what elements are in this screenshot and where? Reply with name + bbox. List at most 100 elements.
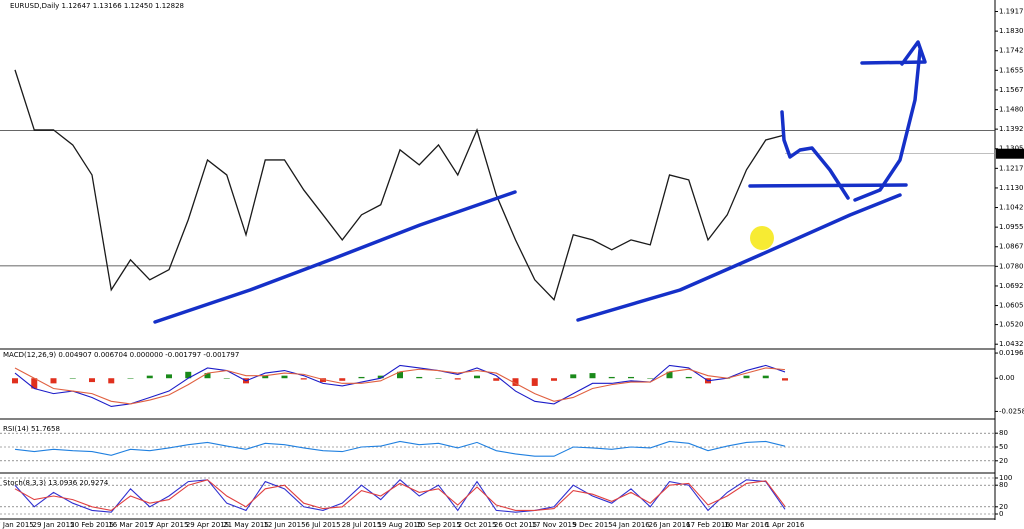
histogram-bar xyxy=(223,378,230,379)
x-tick-label: 20 Feb 2015 xyxy=(70,521,114,529)
y-tick-label: 0 xyxy=(999,510,1003,518)
y-tick-label: 1.10425 xyxy=(999,204,1024,212)
histogram-bar xyxy=(204,373,211,379)
x-tick-label: 7 Jan 2015 xyxy=(0,521,34,529)
histogram-bar xyxy=(435,378,442,379)
y-tick-label: 1.16550 xyxy=(999,66,1024,74)
histogram-bar xyxy=(166,374,172,379)
histogram-bar xyxy=(50,378,57,384)
last-price-label: 1.12828 xyxy=(998,150,1024,158)
y-tick-label: 1.12175 xyxy=(999,164,1024,172)
histogram-bar xyxy=(185,371,192,379)
trendline xyxy=(153,190,517,324)
histogram-bar xyxy=(474,375,480,379)
x-tick-label: 29 Apr 2015 xyxy=(186,521,229,529)
histogram-bar xyxy=(397,371,403,379)
histogram-bar xyxy=(647,378,654,379)
x-tick-label: 10 Sep 2015 xyxy=(416,521,460,529)
x-tick-label: 10 Mar 2016 xyxy=(724,521,769,529)
panel-title: Stoch(8,3,3) 13.0936 20.9274 xyxy=(3,479,109,487)
y-tick-label: 1.08675 xyxy=(999,243,1024,251)
x-tick-label: 19 Aug 2015 xyxy=(378,521,423,529)
histogram-bar xyxy=(127,378,134,379)
panel-title: MACD(12,26,9) 0.004907 0.006704 0.000000… xyxy=(3,351,239,359)
y-tick-label: 50 xyxy=(999,443,1008,451)
y-tick-label: 1.17425 xyxy=(999,47,1024,55)
trendline xyxy=(576,193,902,322)
last-price-box xyxy=(996,148,1024,159)
y-tick-label: 1.04325 xyxy=(999,340,1024,348)
y-tick-label: 1.09550 xyxy=(999,223,1024,231)
drawn-path xyxy=(853,48,922,202)
histogram-bar xyxy=(628,376,634,379)
histogram-bar xyxy=(69,378,76,379)
y-tick-label: 1.05200 xyxy=(999,321,1024,329)
y-tick-label: 1.06050 xyxy=(999,302,1024,310)
histogram-bar xyxy=(589,373,596,379)
histogram-bar xyxy=(454,378,461,380)
y-tick-label: 1.18300 xyxy=(999,27,1024,35)
y-tick-label: 80 xyxy=(999,481,1008,489)
series-line xyxy=(14,69,786,301)
histogram-bar xyxy=(685,376,692,379)
drawn-path xyxy=(860,40,927,66)
histogram-bar xyxy=(666,371,673,379)
histogram-bar xyxy=(146,375,153,379)
histogram-bar xyxy=(108,378,115,384)
histogram-bar xyxy=(493,378,500,381)
y-tick-label: 0.00 xyxy=(999,374,1015,382)
x-tick-label: 1 Apr 2016 xyxy=(766,521,805,529)
drawn-path xyxy=(780,110,850,200)
y-tick-label: -0.02587 xyxy=(999,407,1024,415)
y-tick-label: 1.14800 xyxy=(999,106,1024,114)
x-tick-label: 6 Jul 2015 xyxy=(305,521,340,529)
panel-title: EURUSD,Daily 1.12647 1.13166 1.12450 1.1… xyxy=(10,2,184,10)
series-line xyxy=(14,364,786,408)
level-line xyxy=(748,183,908,188)
y-tick-label: 80 xyxy=(999,429,1008,437)
y-tick-label: 100 xyxy=(999,474,1012,482)
x-tick-label: 17 Feb 2016 xyxy=(686,521,730,529)
x-tick-label: 26 Jan 2016 xyxy=(649,521,692,529)
series-line xyxy=(14,479,786,511)
hand-drawings xyxy=(153,40,927,324)
histogram-bar xyxy=(416,376,423,379)
histogram-bar xyxy=(377,375,384,379)
x-tick-label: 2 Oct 2015 xyxy=(458,521,497,529)
histogram-bar xyxy=(12,378,18,384)
x-tick-label: 29 Jan 2015 xyxy=(33,521,75,529)
x-tick-label: 17 Nov 2015 xyxy=(532,521,577,529)
histogram-bar xyxy=(551,378,557,381)
histogram-bar xyxy=(608,376,615,379)
x-tick-label: 28 Jul 2015 xyxy=(342,521,382,529)
histogram-bar xyxy=(89,378,95,383)
x-tick-label: 21 May 2015 xyxy=(223,521,269,529)
y-tick-label: 0.01961 xyxy=(999,349,1024,357)
y-tick-label: 1.11300 xyxy=(999,184,1024,192)
histogram-bar xyxy=(339,378,346,381)
histogram-bar xyxy=(531,378,538,386)
histogram-bar xyxy=(300,378,307,380)
y-tick-label: 20 xyxy=(999,457,1008,465)
x-tick-label: 9 Dec 2015 xyxy=(572,521,612,529)
y-tick-label: 1.13925 xyxy=(999,125,1024,133)
y-tick-label: 1.06925 xyxy=(999,282,1024,290)
panel-title: RSI(14) 51.7658 xyxy=(3,425,60,433)
y-tick-label: 1.07800 xyxy=(999,262,1024,270)
histogram-bar xyxy=(281,375,288,379)
series-line xyxy=(14,440,786,457)
x-tick-label: 12 Jun 2015 xyxy=(263,521,305,529)
x-tick-label: 26 Oct 2015 xyxy=(494,521,537,529)
y-tick-label: 1.15675 xyxy=(999,86,1024,94)
cursor-highlight xyxy=(750,226,774,250)
histogram-bar xyxy=(762,375,769,379)
histogram-bar xyxy=(570,374,577,379)
histogram-bar xyxy=(743,375,750,379)
histogram-bar xyxy=(782,378,788,381)
histogram-bar xyxy=(262,375,269,379)
y-tick-label: 20 xyxy=(999,503,1008,511)
series-line xyxy=(14,367,786,405)
x-tick-label: 16 Mar 2015 xyxy=(108,521,152,529)
histogram-bar xyxy=(31,378,38,389)
